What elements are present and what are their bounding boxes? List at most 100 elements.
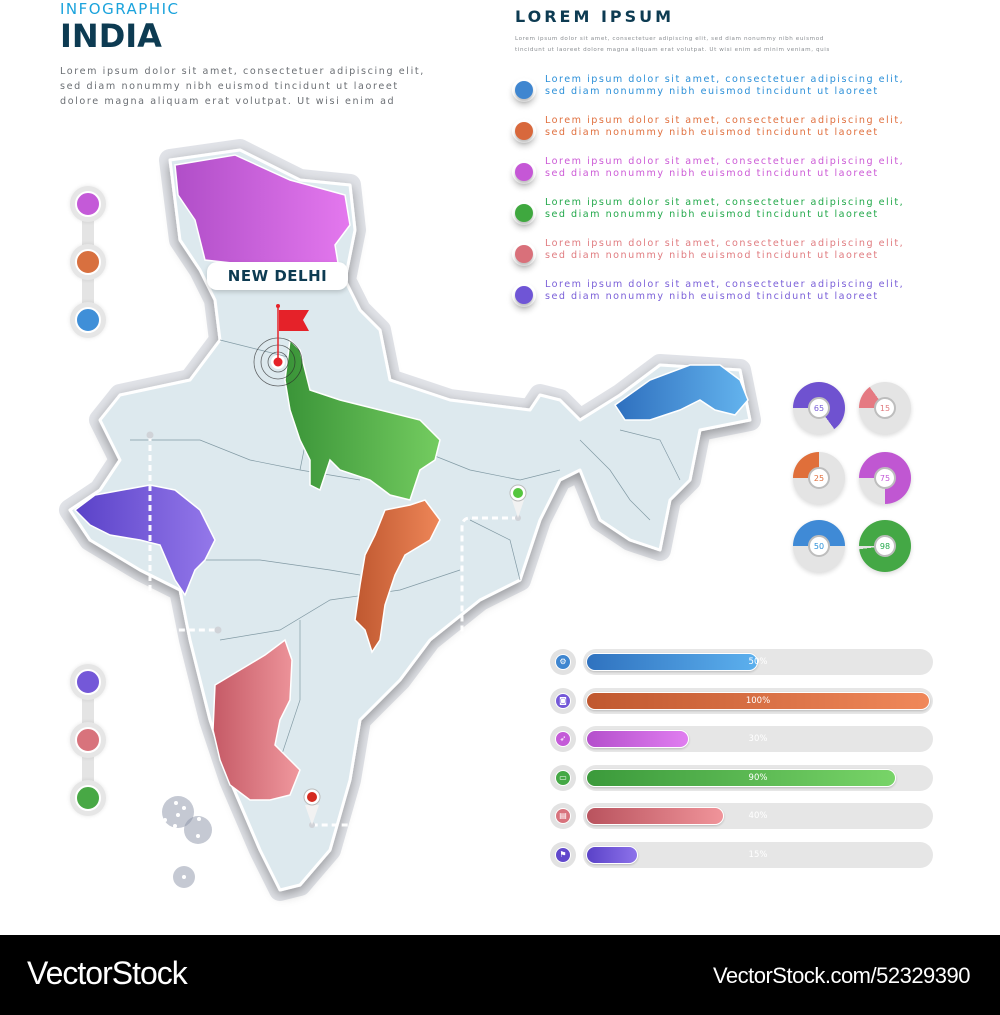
progress-track: 15% bbox=[583, 841, 933, 868]
progress-label: 100% bbox=[745, 695, 771, 706]
side-stack-bottom bbox=[70, 664, 106, 816]
ticket-icon-button[interactable]: ▭ bbox=[550, 764, 576, 791]
capital-label: NEW DELHI bbox=[207, 262, 348, 290]
color-dot-icon bbox=[75, 307, 101, 333]
donut-chart: 15 bbox=[859, 382, 911, 434]
chat-icon-button[interactable]: ▤ bbox=[550, 803, 576, 829]
intro-line: Lorem ipsum dolor sit amet, consectetuer… bbox=[60, 66, 425, 77]
compass-icon-button[interactable]: ➶ bbox=[550, 726, 576, 752]
color-swatch-button[interactable] bbox=[70, 780, 106, 816]
summary-block: LOREM IPSUM Lorem ipsum dolor sit amet, … bbox=[515, 6, 935, 56]
legend-item: Lorem ipsum dolor sit amet, consectetuer… bbox=[512, 279, 932, 320]
progress-fill bbox=[586, 845, 638, 864]
progress-label: 90% bbox=[748, 772, 768, 783]
donut-chart: 25 bbox=[793, 452, 845, 504]
legend-dot-icon bbox=[515, 245, 533, 263]
progress-track: 30% bbox=[583, 726, 933, 752]
legend-text: Lorem ipsum dolor sit amet, consectetuer… bbox=[545, 279, 904, 303]
islands bbox=[162, 796, 212, 888]
summary-text: Lorem ipsum dolor sit amet, consectetuer… bbox=[515, 34, 935, 56]
legend-line: sed diam nonummy nibh euismod tincidunt … bbox=[545, 250, 879, 261]
donut-chart: 65 bbox=[793, 382, 845, 434]
legend-item: Lorem ipsum dolor sit amet, consectetuer… bbox=[512, 74, 932, 115]
color-swatch-button[interactable] bbox=[70, 722, 106, 758]
legend-list: Lorem ipsum dolor sit amet, consectetuer… bbox=[512, 74, 932, 320]
color-swatch-button[interactable] bbox=[70, 244, 106, 280]
kicker: INFOGRAPHIC bbox=[60, 0, 180, 18]
connector-lines bbox=[148, 435, 518, 827]
color-dot-icon bbox=[75, 249, 101, 275]
legend-line: Lorem ipsum dolor sit amet, consectetuer… bbox=[545, 238, 905, 249]
legend-text: Lorem ipsum dolor sit amet, consectetuer… bbox=[545, 156, 904, 180]
progress-fill bbox=[586, 768, 896, 787]
donut-value: 98 bbox=[874, 535, 896, 557]
donut-chart: 98 bbox=[859, 520, 911, 572]
progress-fill bbox=[586, 691, 930, 710]
region-north-east bbox=[613, 364, 749, 421]
legend-line: sed diam nonummy nibh euismod tincidunt … bbox=[545, 86, 879, 97]
donut-value: 75 bbox=[874, 467, 896, 489]
legend-item: Lorem ipsum dolor sit amet, consectetuer… bbox=[512, 115, 932, 156]
donut-value: 25 bbox=[808, 467, 830, 489]
color-dot-icon bbox=[75, 669, 101, 695]
footer-url[interactable]: VectorStock.com/52329390 bbox=[712, 963, 971, 988]
color-swatch-button[interactable] bbox=[70, 664, 106, 700]
intro-line: dolore magna aliquam erat volutpat. Ut w… bbox=[60, 96, 396, 107]
donut-value: 15 bbox=[874, 397, 896, 419]
summary-line: Lorem ipsum dolor sit amet, consectetuer… bbox=[515, 36, 824, 42]
legend-dot-icon bbox=[515, 81, 533, 99]
progress-row: ➶ 30% bbox=[550, 726, 935, 752]
flag-icon-button[interactable]: ⚑ bbox=[550, 841, 576, 868]
progress-row: ⚙ 50% bbox=[550, 649, 935, 675]
summary-line: tincidunt ut laoreet dolore magna aliqua… bbox=[515, 47, 830, 53]
intro-line: sed diam nonummy nibh euismod tincidunt … bbox=[60, 81, 399, 92]
camera-icon-button[interactable]: ◙ bbox=[550, 687, 576, 714]
compass-icon: ➶ bbox=[555, 731, 571, 747]
summary-title: LOREM IPSUM bbox=[515, 7, 675, 26]
progress-label: 40% bbox=[748, 811, 768, 821]
legend-dot-icon bbox=[515, 122, 533, 140]
progress-fill bbox=[586, 653, 758, 671]
donut-value: 65 bbox=[808, 397, 830, 419]
gear-icon: ⚙ bbox=[555, 654, 571, 670]
gear-icon-button[interactable]: ⚙ bbox=[550, 649, 576, 675]
intro-text: Lorem ipsum dolor sit amet, consectetuer… bbox=[60, 64, 480, 109]
legend-line: Lorem ipsum dolor sit amet, consectetuer… bbox=[545, 115, 905, 126]
legend-line: sed diam nonummy nibh euismod tincidunt … bbox=[545, 291, 879, 302]
progress-track: 100% bbox=[583, 687, 933, 714]
legend-item: Lorem ipsum dolor sit amet, consectetuer… bbox=[512, 197, 932, 238]
progress-label: 50% bbox=[748, 657, 768, 667]
progress-track: 50% bbox=[583, 649, 933, 675]
footer-brand: VectorStock bbox=[27, 955, 188, 991]
region-west bbox=[73, 484, 216, 597]
chat-icon: ▤ bbox=[555, 808, 571, 824]
color-swatch-button[interactable] bbox=[70, 186, 106, 222]
progress-track: 40% bbox=[583, 803, 933, 829]
color-dot-icon bbox=[75, 785, 101, 811]
region-central-east bbox=[354, 499, 441, 654]
flag-icon: ⚑ bbox=[555, 846, 571, 863]
color-dot-icon bbox=[75, 191, 101, 217]
progress-label: 30% bbox=[748, 734, 768, 744]
page-title: INDIA bbox=[60, 17, 162, 55]
flag-icon bbox=[279, 310, 309, 331]
side-stack-top bbox=[70, 186, 106, 338]
legend-line: sed diam nonummy nibh euismod tincidunt … bbox=[545, 168, 879, 179]
legend-line: Lorem ipsum dolor sit amet, consectetuer… bbox=[545, 197, 905, 208]
legend-text: Lorem ipsum dolor sit amet, consectetuer… bbox=[545, 197, 904, 221]
header-left: INFOGRAPHIC INDIA Lorem ipsum dolor sit … bbox=[60, 0, 480, 109]
progress-row: ▭ 90% bbox=[550, 764, 935, 791]
progress-track: 90% bbox=[583, 764, 933, 791]
legend-text: Lorem ipsum dolor sit amet, consectetuer… bbox=[545, 115, 904, 139]
legend-dot-icon bbox=[515, 163, 533, 181]
color-swatch-button[interactable] bbox=[70, 302, 106, 338]
legend-item: Lorem ipsum dolor sit amet, consectetuer… bbox=[512, 238, 932, 279]
progress-row: ▤ 40% bbox=[550, 803, 935, 829]
progress-row: ⚑ 15% bbox=[550, 841, 935, 868]
legend-line: Lorem ipsum dolor sit amet, consectetuer… bbox=[545, 156, 905, 167]
legend-line: sed diam nonummy nibh euismod tincidunt … bbox=[545, 209, 879, 220]
donut-chart: 50 bbox=[793, 520, 845, 572]
legend-text: Lorem ipsum dolor sit amet, consectetuer… bbox=[545, 238, 904, 262]
region-south-west bbox=[212, 638, 301, 801]
pin-marker-south bbox=[303, 788, 321, 825]
